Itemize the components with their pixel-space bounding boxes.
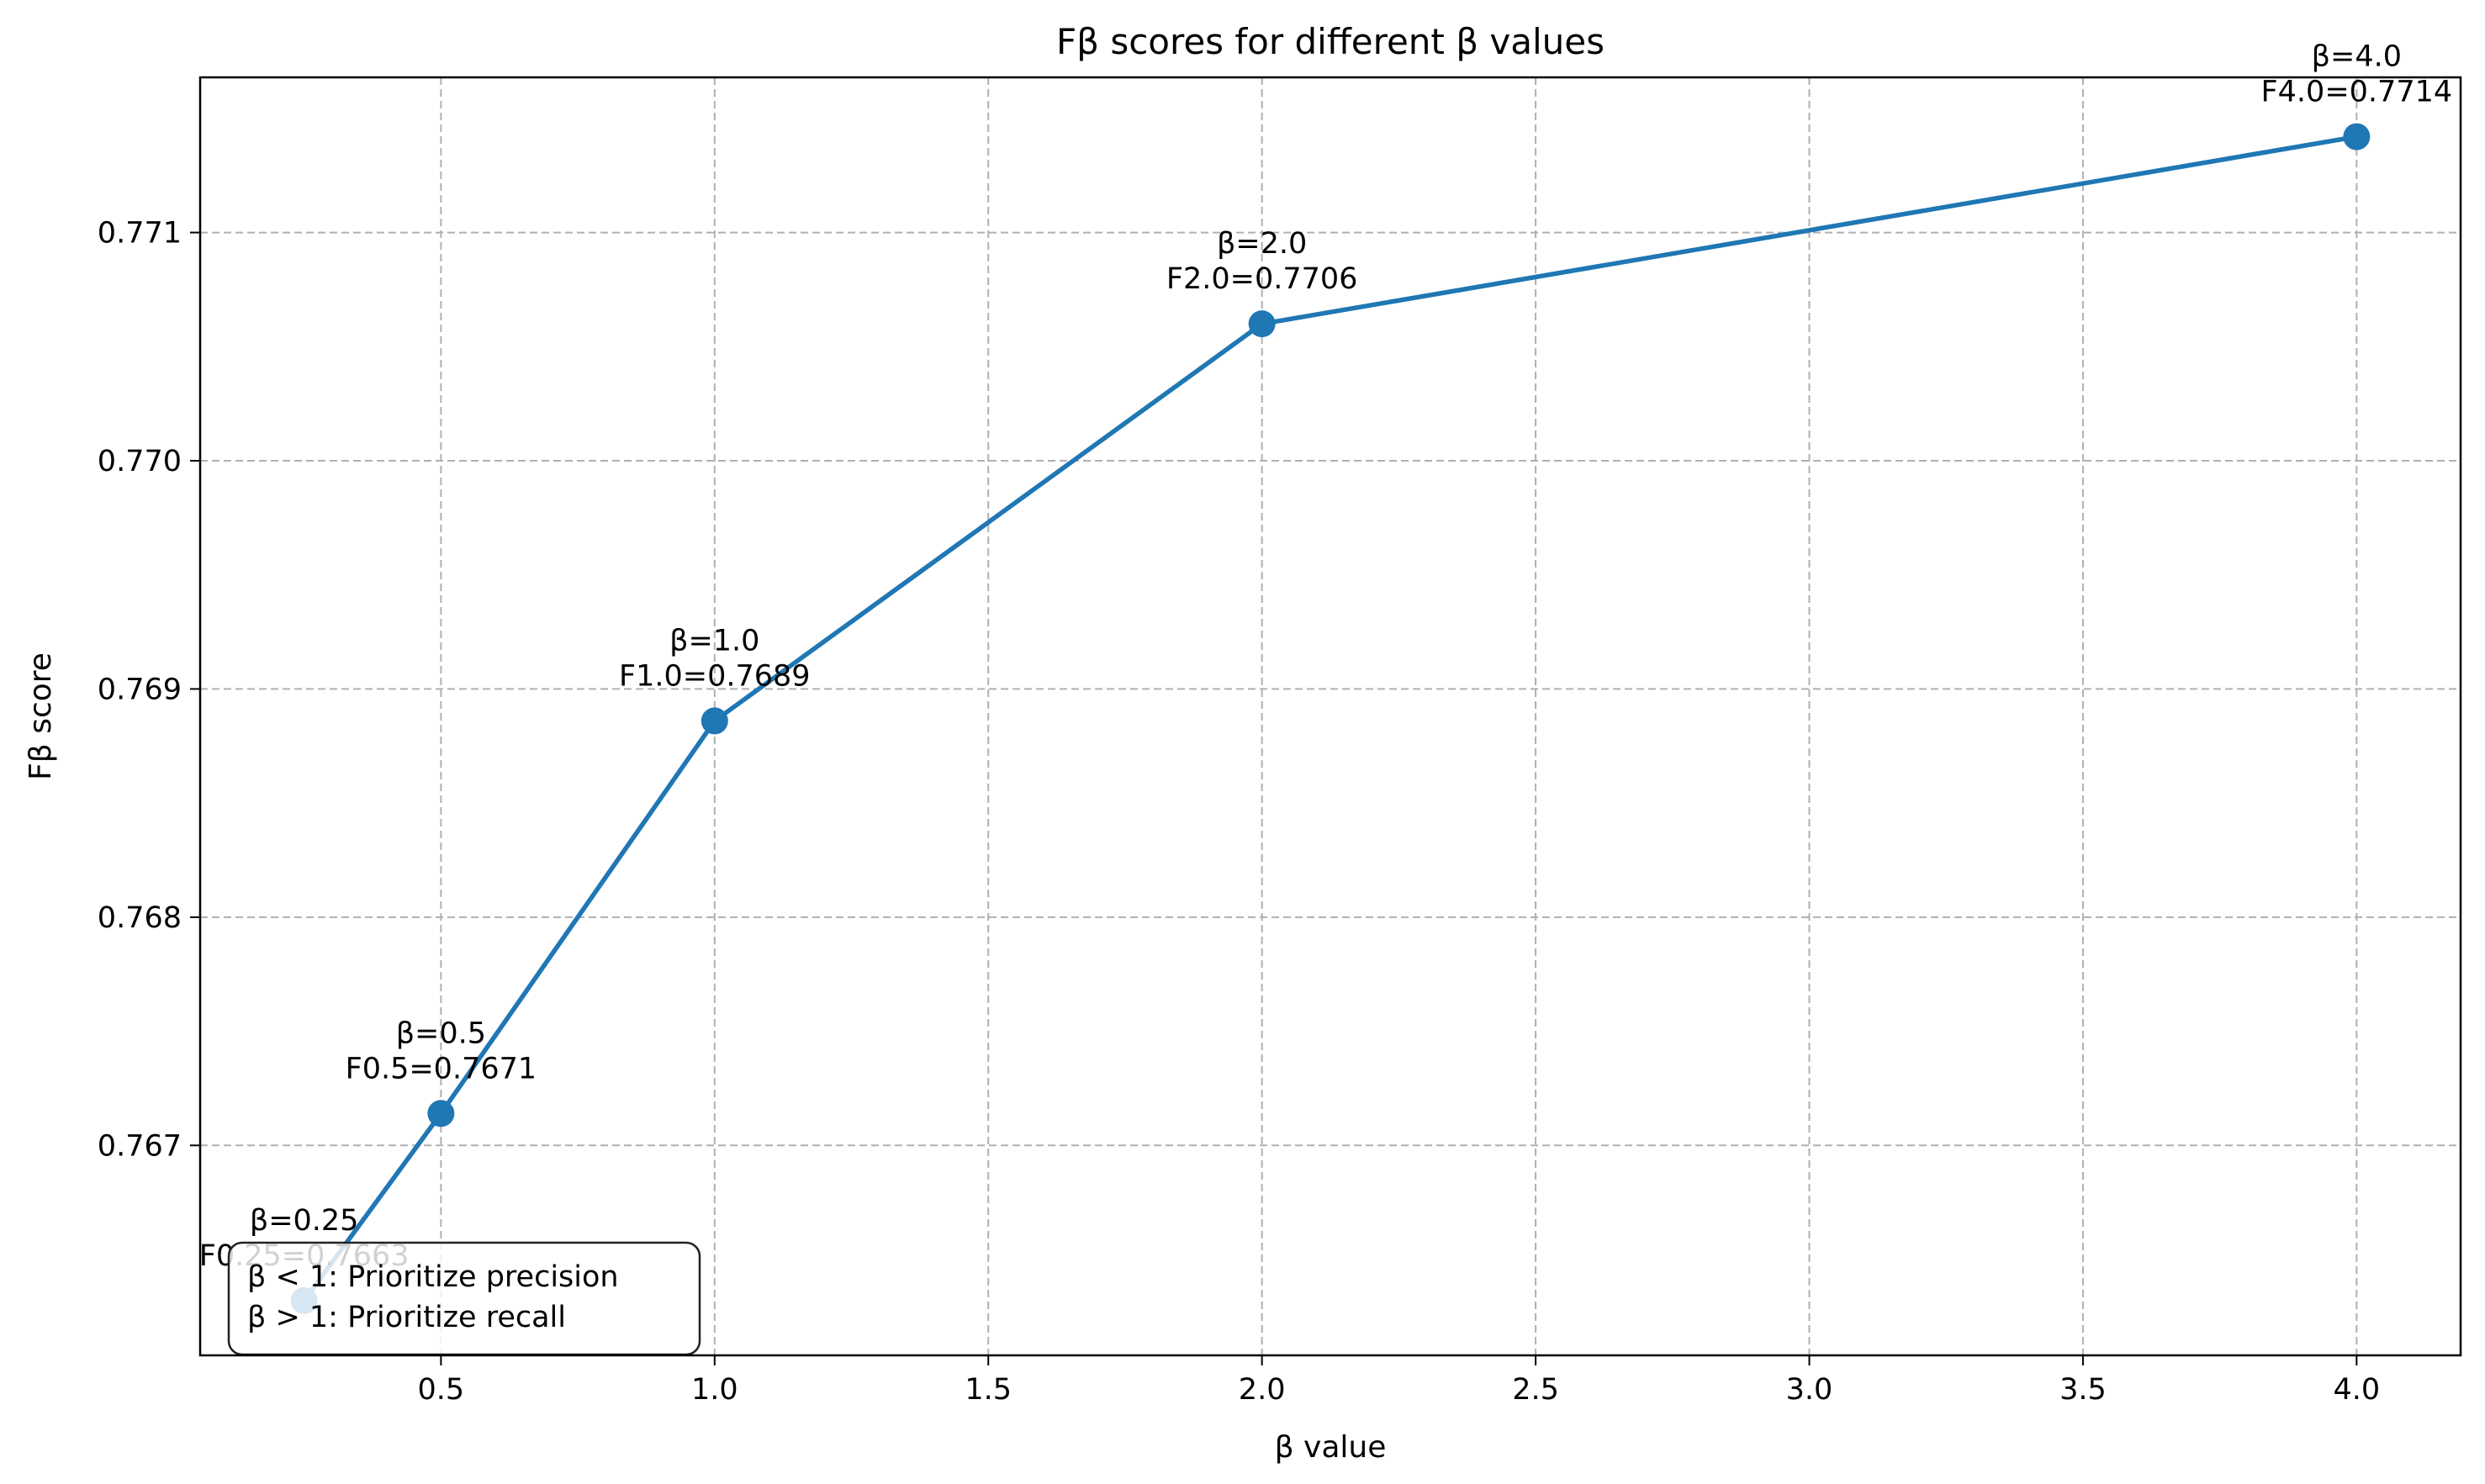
x-tick-label: 1.5 [965,1373,1012,1407]
x-axis-label: β value [1275,1430,1387,1465]
x-tick-label: 3.0 [1786,1373,1833,1407]
annotation-score: F0.5=0.7671 [346,1052,537,1085]
axis-ticks: 0.5 1.0 1.5 2.0 2.5 3.0 3.5 4.0 0.767 0.768 0.769 0… [98,217,2380,1407]
annotation-score: F2.0=0.7706 [1166,262,1358,296]
series-layer [290,123,2371,1314]
data-point [1248,310,1276,338]
note-line: β > 1: Prioritize recall [247,1301,566,1334]
x-tick-label: 1.0 [691,1373,738,1407]
annotation-score: F4.0=0.7714 [2261,76,2453,109]
y-axis-label: Fβ score [24,652,58,780]
x-tick-label: 4.0 [2334,1373,2381,1407]
note-box: β < 1: Prioritize precision β > 1: Priori… [227,1241,701,1356]
chart-title: Fβ scores for different β values [1056,21,1605,62]
x-tick-label: 3.5 [2059,1373,2107,1407]
point-annotations: β=0.25F0.25=0.7663β=0.5F0.5=0.7671β=1.0F… [199,40,2452,1273]
y-tick-label: 0.769 [98,673,182,706]
x-tick-label: 2.5 [1512,1373,1559,1407]
y-tick-label: 0.771 [98,217,182,251]
annotation-score: F1.0=0.7689 [619,659,811,693]
annotation-beta: β=4.0 [2312,40,2402,74]
y-tick-label: 0.770 [98,445,182,478]
series-line [302,134,2357,1302]
x-tick-label: 0.5 [418,1373,465,1407]
data-point [701,707,728,735]
y-tick-label: 0.767 [98,1129,182,1163]
data-point [2343,123,2371,151]
plot-frame [198,76,2462,1357]
note-line: β < 1: Prioritize precision [247,1260,619,1294]
annotation-beta: β=0.25 [250,1204,359,1238]
data-point [427,1100,455,1128]
note-box-frame [227,1241,701,1356]
y-tick-label: 0.768 [98,901,182,935]
x-tick-label: 2.0 [1239,1373,1286,1407]
annotation-beta: β=0.5 [396,1017,486,1050]
annotation-beta: β=2.0 [1217,227,1307,261]
annotation-beta: β=1.0 [669,624,759,658]
grid [200,77,2461,1355]
